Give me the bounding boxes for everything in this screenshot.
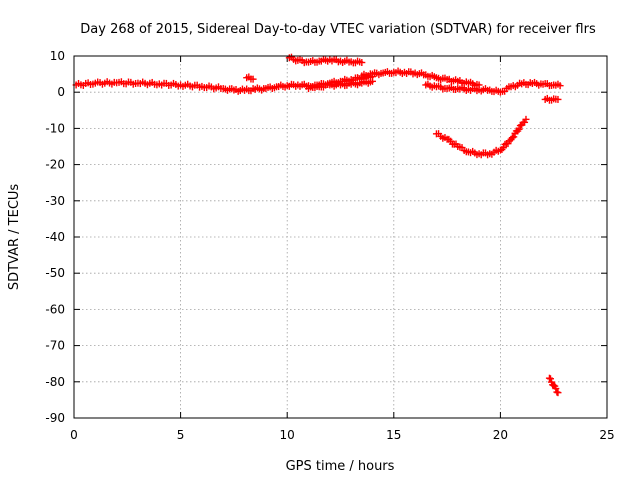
plot-frame [73,55,608,419]
y-tick-label: -50 [45,266,65,280]
y-tick-label: -30 [45,194,65,208]
data-points [72,53,564,397]
y-tick-label: 10 [50,49,65,63]
x-tick-label: 25 [599,428,614,442]
x-tick-label: 0 [70,428,78,442]
x-tick-label: 5 [177,428,185,442]
x-tick-label: 15 [386,428,401,442]
y-axis-label: SDTVAR / TECUs [7,184,22,291]
series-track-e [358,67,483,90]
x-tick-label: 20 [493,428,508,442]
x-axis-label: GPS time / hours [286,459,395,474]
y-tick-label: -90 [45,411,65,425]
series-track-d [305,72,376,93]
series-track-b [243,73,257,83]
y-tick-label: -70 [45,339,65,353]
series-track-h [541,94,562,104]
series-track-f [422,78,564,96]
series-track-g [432,115,530,159]
series-track-i [545,374,562,397]
y-tick-label: 0 [57,85,65,99]
chart-title: Day 268 of 2015, Sidereal Day-to-day VTE… [80,22,596,37]
y-tick-label: -80 [45,375,65,389]
series-track-c [285,53,366,67]
y-tick-label: -40 [45,230,65,244]
x-tick-label: 10 [280,428,295,442]
axis-ticks: 0 5 10 15 20 25 10 0 -10 -20 -30 -40 -50 -60 -70 -80 -90 [45,49,614,442]
grid-lines [74,56,607,418]
y-tick-label: -10 [45,121,65,135]
y-tick-label: -60 [45,302,65,316]
y-tick-label: -20 [45,158,65,172]
